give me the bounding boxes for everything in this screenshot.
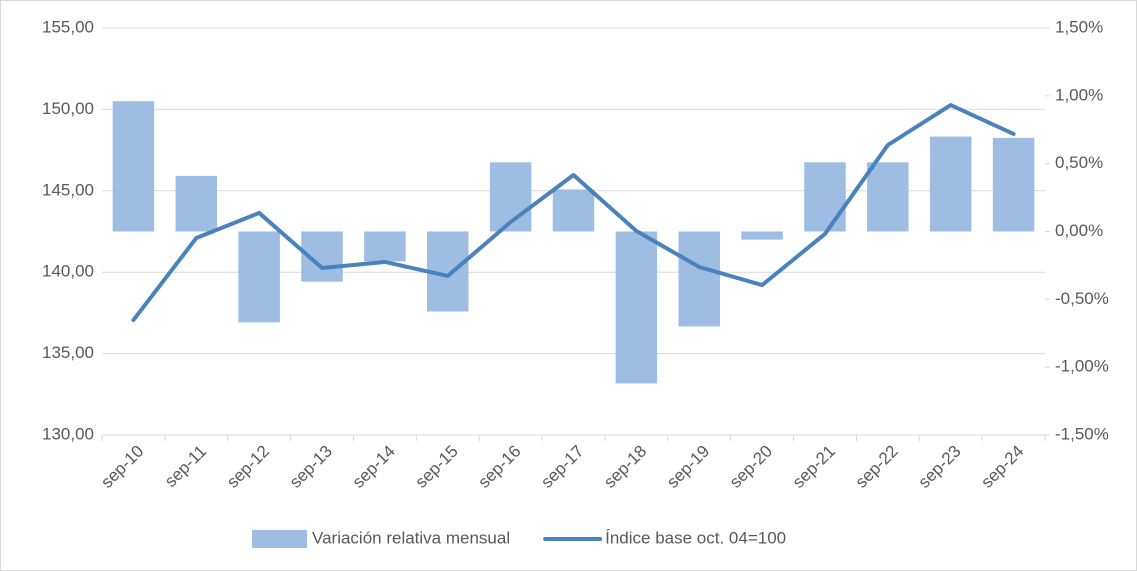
y2-tick-label: -1,00%: [1055, 357, 1109, 376]
bar: [867, 162, 909, 232]
bar: [552, 189, 595, 232]
y2-tick-label: -1,50%: [1055, 424, 1109, 443]
bar: [992, 137, 1035, 232]
line: [131, 103, 1016, 323]
bar: [175, 175, 218, 232]
y2-tick-label: 0,50%: [1055, 153, 1103, 172]
y2-tick-label: 0,00%: [1055, 221, 1103, 240]
bar: [112, 101, 155, 232]
bar: [364, 231, 406, 262]
legend-label: Variación relativa mensual: [312, 528, 510, 547]
y-tick-label: 150,00: [42, 99, 94, 118]
bar: [615, 231, 658, 384]
y-tick-label: 145,00: [42, 180, 94, 199]
legend-label: Índice base oct. 04=100: [605, 528, 786, 547]
y2-tick-label: -0,50%: [1055, 289, 1109, 308]
bar: [804, 162, 846, 232]
y-tick-label: 135,00: [42, 343, 94, 362]
y-tick-label: 140,00: [42, 262, 94, 281]
y2-tick-label: 1,00%: [1055, 85, 1103, 104]
y2-tick-label: 1,50%: [1055, 17, 1103, 36]
legend-swatch: [252, 530, 307, 548]
bar: [929, 136, 972, 232]
bar: [678, 231, 720, 327]
y-tick-label: 130,00: [42, 424, 94, 443]
y-tick-label: 155,00: [42, 17, 94, 36]
bar: [741, 231, 783, 240]
bar: [238, 231, 280, 323]
